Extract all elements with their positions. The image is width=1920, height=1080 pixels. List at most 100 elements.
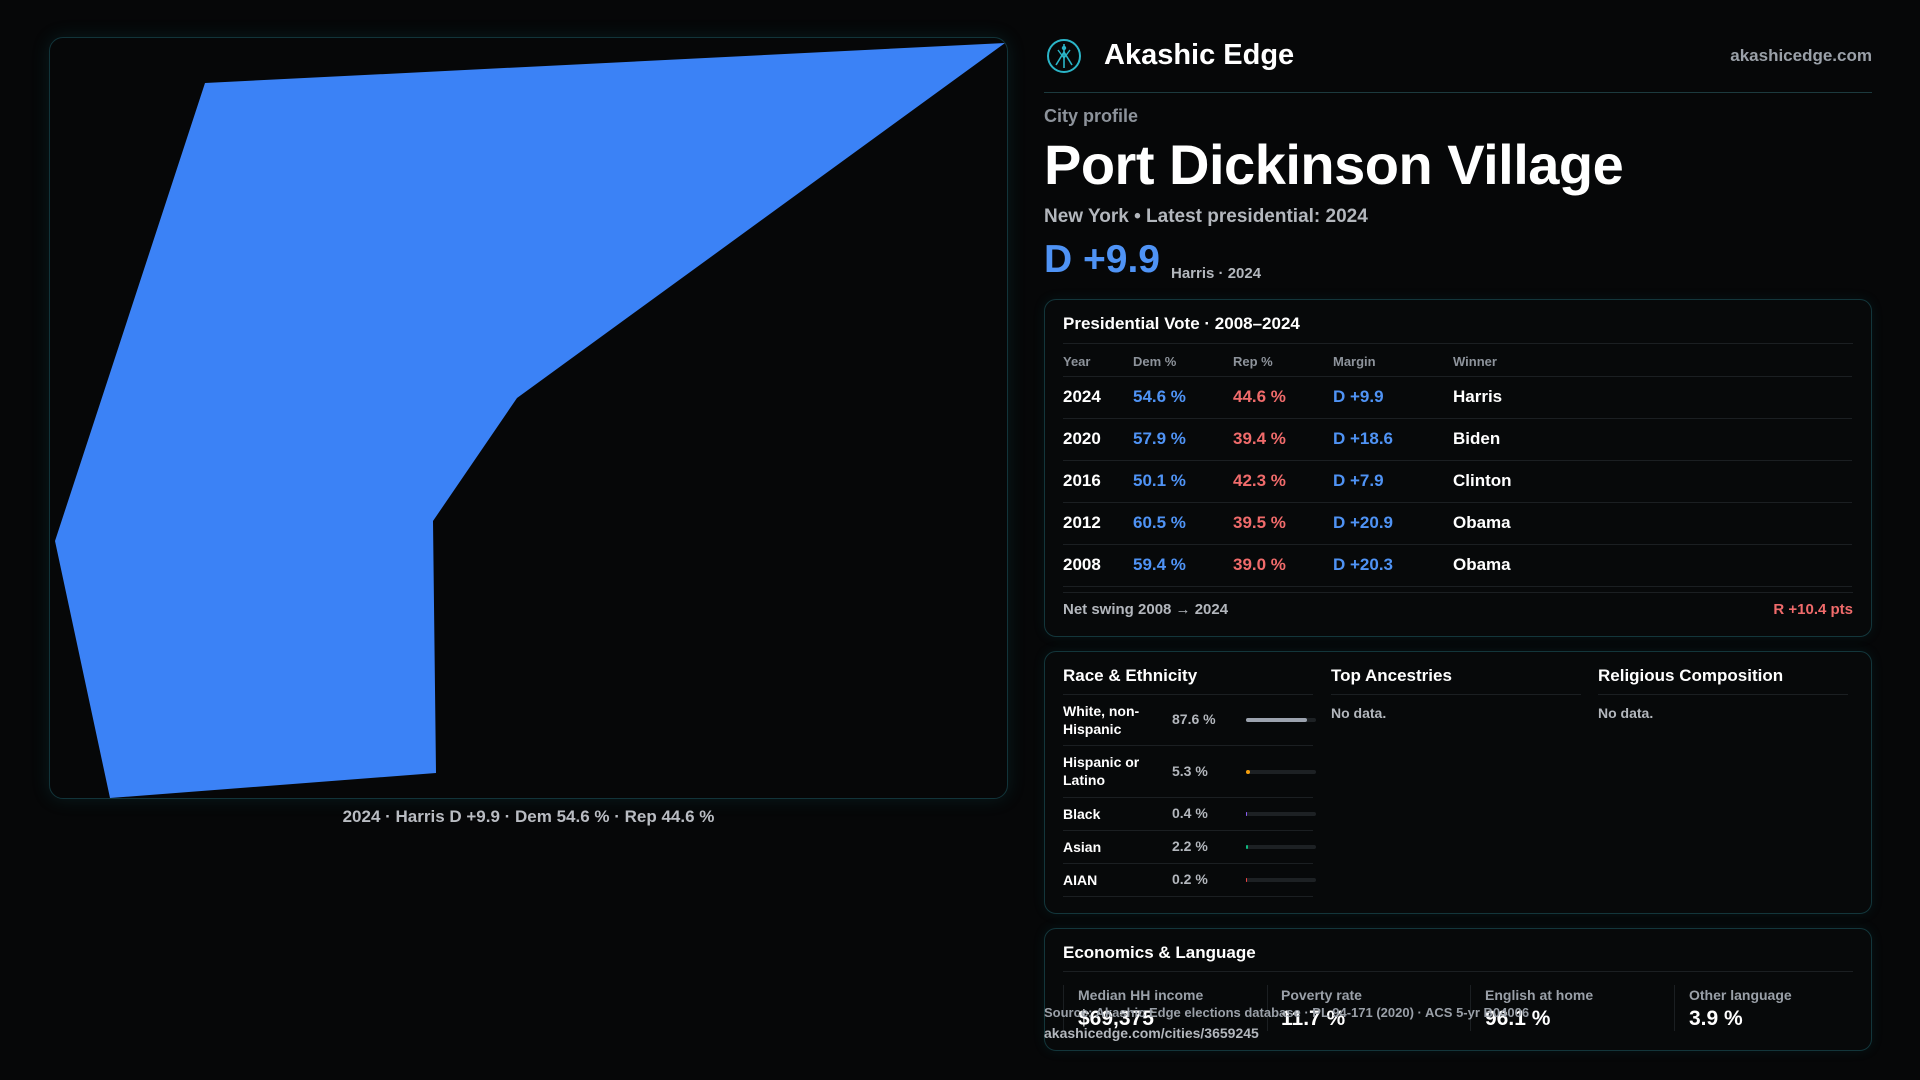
card-title: Presidential Vote · 2008–2024 <box>1063 314 1300 333</box>
row-margin: D +9.9 <box>1333 387 1384 406</box>
stat-label: Poverty rate <box>1281 987 1362 1003</box>
card-title: Economics & Language <box>1063 943 1256 962</box>
net-swing-label: Net swing 2008 → 2024 <box>1063 601 1229 618</box>
section-title: Top Ancestries <box>1331 666 1581 695</box>
brand-name[interactable]: Akashic Edge <box>1104 39 1295 71</box>
table-row: 2008 59.4 % 39.0 % D +20.3 Obama <box>1063 545 1852 587</box>
table-row: 2016 50.1 % 42.3 % D +7.9 Clinton <box>1063 461 1852 503</box>
race-name: White, non-Hispanic <box>1063 703 1140 737</box>
stat-label: English at home <box>1485 987 1594 1003</box>
row-year: 2016 <box>1063 471 1101 490</box>
empty-state: No data. <box>1598 705 1654 721</box>
race-name: Black <box>1063 806 1101 822</box>
row-year: 2008 <box>1063 555 1101 574</box>
race-bar <box>1246 878 1316 882</box>
race-name: Hispanic or Latino <box>1063 754 1140 788</box>
race-bar <box>1246 845 1316 849</box>
row-dem: 60.5 % <box>1133 513 1186 532</box>
column-header-year: Year <box>1063 354 1091 369</box>
page-subtitle: New York • Latest presidential: 2024 <box>1044 206 1368 227</box>
table-header: Year Dem % Rep % Margin Winner <box>1063 346 1852 377</box>
stat-label: Median HH income <box>1078 987 1204 1003</box>
row-rep: 42.3 % <box>1233 471 1286 490</box>
stat-english-at-home: English at home 96.1 % <box>1485 987 1675 1031</box>
section-title: Race & Ethnicity <box>1063 666 1313 695</box>
city-boundary-map[interactable] <box>49 37 1008 799</box>
row-rep: 44.6 % <box>1233 387 1286 406</box>
divider <box>1063 985 1064 1031</box>
race-row: Hispanic or Latino 5.3 % <box>1063 746 1316 798</box>
race-pct: 2.2 % <box>1172 838 1208 854</box>
column-header-winner: Winner <box>1453 354 1497 369</box>
city-boundary-shape[interactable] <box>55 43 1005 798</box>
stat-poverty-rate: Poverty rate 11.7 % <box>1281 987 1471 1031</box>
tree-of-life-icon[interactable] <box>1046 38 1082 74</box>
race-pct: 5.3 % <box>1172 763 1208 779</box>
race-ethnicity-section: Race & Ethnicity White, non-Hispanic 87.… <box>1063 666 1316 897</box>
latest-margin: D +9.9 <box>1044 238 1160 281</box>
row-dem: 57.9 % <box>1133 429 1186 448</box>
race-row: Asian 2.2 % <box>1063 831 1316 864</box>
divider <box>1063 971 1853 972</box>
top-ancestries-section: Top Ancestries No data. <box>1331 666 1581 721</box>
presidential-table: Year Dem % Rep % Margin Winner 2024 54.6… <box>1063 346 1852 587</box>
row-margin: D +7.9 <box>1333 471 1384 490</box>
divider <box>1063 343 1853 344</box>
map-caption: 2024 · Harris D +9.9 · Dem 54.6 % · Rep … <box>342 807 715 826</box>
row-dem: 54.6 % <box>1133 387 1186 406</box>
column-header-rep: Rep % <box>1233 354 1273 369</box>
row-rep: 39.4 % <box>1233 429 1286 448</box>
row-margin: D +20.3 <box>1333 555 1394 574</box>
stat-value: 3.9 % <box>1689 1007 1743 1030</box>
race-row: White, non-Hispanic 87.6 % <box>1063 695 1316 746</box>
race-row: Black 0.4 % <box>1063 798 1316 831</box>
race-bar-fill <box>1246 812 1248 816</box>
race-row: AIAN 0.2 % <box>1063 864 1316 897</box>
table-row: 2020 57.9 % 39.4 % D +18.6 Biden <box>1063 419 1852 461</box>
race-pct: 87.6 % <box>1172 711 1216 727</box>
page-kicker: City profile <box>1044 106 1139 126</box>
race-name: AIAN <box>1063 872 1098 888</box>
column-header-dem: Dem % <box>1133 354 1177 369</box>
empty-state: No data. <box>1331 705 1387 721</box>
race-bar-fill <box>1246 770 1250 774</box>
row-year: 2012 <box>1063 513 1101 532</box>
row-year: 2020 <box>1063 429 1101 448</box>
row-margin: D +18.6 <box>1333 429 1394 448</box>
race-bar-fill <box>1246 878 1248 882</box>
row-dem: 50.1 % <box>1133 471 1186 490</box>
economics-language-card: Economics & Language Median HH income $6… <box>1044 928 1872 1051</box>
brand-header: Akashic Edge akashicedge.com <box>1044 36 1872 93</box>
net-swing-value: R +10.4 pts <box>1773 601 1853 618</box>
page-url[interactable]: akashicedge.com/cities/3659245 <box>1044 1025 1259 1041</box>
stat-value: $69,375 <box>1078 1007 1154 1030</box>
row-winner: Obama <box>1453 555 1511 574</box>
column-header-margin: Margin <box>1333 354 1376 369</box>
race-bar-fill <box>1246 718 1308 722</box>
race-bar-fill <box>1246 845 1248 849</box>
race-bar <box>1246 770 1316 774</box>
stat-value: 96.1 % <box>1485 1007 1551 1030</box>
religious-composition-section: Religious Composition No data. <box>1598 666 1848 721</box>
row-winner: Biden <box>1453 429 1501 448</box>
stat-median-income: Median HH income $69,375 <box>1078 987 1268 1031</box>
race-pct: 0.2 % <box>1172 871 1208 887</box>
row-winner: Clinton <box>1453 471 1512 490</box>
race-name: Asian <box>1063 839 1102 855</box>
race-pct: 0.4 % <box>1172 805 1208 821</box>
brand-url[interactable]: akashicedge.com <box>1730 46 1872 65</box>
map-canvas <box>55 43 1005 798</box>
row-year: 2024 <box>1063 387 1101 406</box>
row-dem: 59.4 % <box>1133 555 1186 574</box>
source-attribution: Source: Akashic Edge elections database … <box>1044 1005 1530 1020</box>
table-row: 2012 60.5 % 39.5 % D +20.9 Obama <box>1063 503 1852 545</box>
divider <box>1470 985 1471 1031</box>
profile-column: Akashic Edge akashicedge.com City profil… <box>1044 0 1872 1080</box>
table-row: 2024 54.6 % 44.6 % D +9.9 Harris <box>1063 377 1852 419</box>
stat-label: Other language <box>1689 987 1792 1003</box>
row-rep: 39.0 % <box>1233 555 1286 574</box>
presidential-vote-card: Presidential Vote · 2008–2024 Year Dem %… <box>1044 299 1872 637</box>
net-swing-row: Net swing 2008 → 2024 R +10.4 pts <box>1063 592 1853 623</box>
demographics-card: Race & Ethnicity White, non-Hispanic 87.… <box>1044 651 1872 914</box>
page-title: Port Dickinson Village <box>1044 133 1624 196</box>
